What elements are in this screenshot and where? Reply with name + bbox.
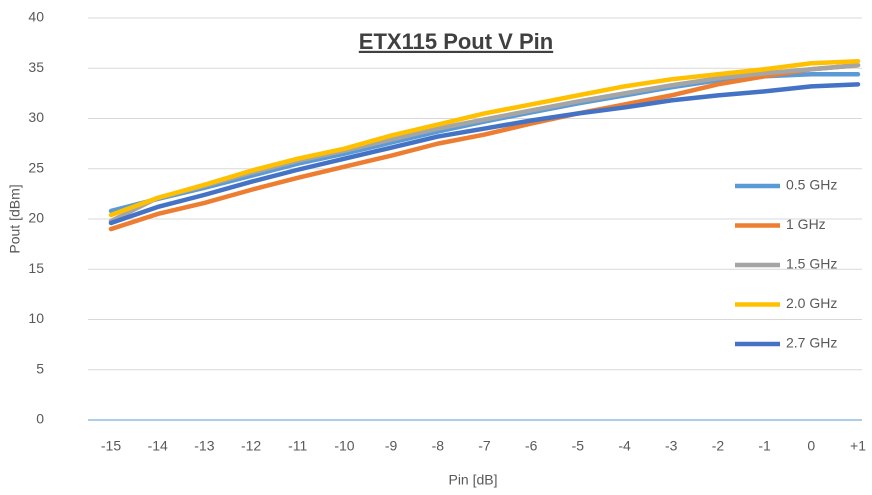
x-tick-label: +1	[850, 438, 866, 454]
legend-label: 0.5 GHz	[786, 177, 837, 193]
legend-label: 2.0 GHz	[786, 295, 837, 311]
x-tick-label: 0	[807, 438, 815, 454]
x-tick-label: -7	[478, 438, 491, 454]
legend-label: 2.7 GHz	[786, 335, 837, 351]
series-line	[108, 58, 861, 218]
x-tick-label: -4	[618, 438, 631, 454]
series-line	[108, 62, 861, 232]
legend-label: 1.5 GHz	[786, 256, 837, 272]
x-tick-label: -13	[194, 438, 214, 454]
x-axis-label: Pin [dB]	[448, 472, 497, 488]
x-tick-label: -9	[385, 438, 398, 454]
y-axis-label: Pout [dBm]	[7, 184, 23, 253]
y-tick-label: 40	[28, 9, 44, 25]
x-tick-label: -8	[432, 438, 445, 454]
x-tick-label: -3	[665, 438, 678, 454]
y-tick-label: 15	[28, 260, 44, 276]
y-tick-label: 20	[28, 210, 44, 226]
x-tick-label: -14	[148, 438, 168, 454]
y-tick-label: 35	[28, 59, 44, 75]
x-tick-label: -6	[525, 438, 538, 454]
legend-label: 1 GHz	[786, 216, 826, 232]
y-tick-label: 10	[28, 310, 44, 326]
chart-title: ETX115 Pout V Pin	[359, 29, 553, 54]
x-tick-label: -2	[712, 438, 725, 454]
x-tick-label: -15	[101, 438, 121, 454]
y-tick-label: 5	[36, 360, 44, 376]
x-tick-label: -5	[572, 438, 585, 454]
x-tick-label: -1	[758, 438, 771, 454]
y-tick-label: 0	[36, 411, 44, 427]
x-tick-label: -11	[288, 438, 307, 454]
x-tick-label: -10	[334, 438, 354, 454]
x-tick-label: -12	[241, 438, 261, 454]
y-tick-label: 25	[28, 159, 44, 175]
y-tick-label: 30	[28, 109, 44, 125]
series-line	[108, 82, 861, 226]
